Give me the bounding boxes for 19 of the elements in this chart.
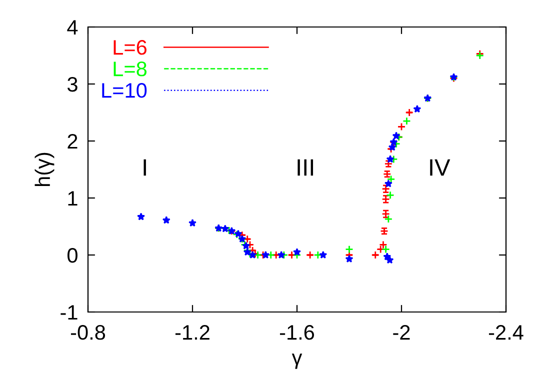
annotation: IV: [430, 159, 450, 176]
legend-label: L=6: [114, 40, 147, 55]
y-tick-label: 1: [68, 191, 78, 206]
x-tick-label: -1.2: [175, 325, 210, 340]
y-tick-label: 4: [67, 20, 78, 35]
legend-label: L=8: [114, 62, 147, 76]
y-axis-title: h(γ): [34, 152, 54, 186]
y-tick-label: 2: [68, 134, 78, 149]
x-tick-label: -1.6: [280, 325, 314, 340]
annotation: III: [298, 159, 314, 176]
x-tick-label: -0.8: [70, 325, 106, 340]
legend-label: L=10: [102, 83, 147, 98]
y-tick-label: 3: [67, 77, 78, 92]
x-axis-title: γ: [292, 354, 302, 369]
x-tick-label: -2: [393, 325, 410, 340]
y-tick-label: -1: [60, 305, 78, 320]
annotation: I: [144, 159, 146, 176]
x-tick-label: -2.4: [488, 325, 524, 340]
y-tick-label: 0: [68, 248, 78, 263]
